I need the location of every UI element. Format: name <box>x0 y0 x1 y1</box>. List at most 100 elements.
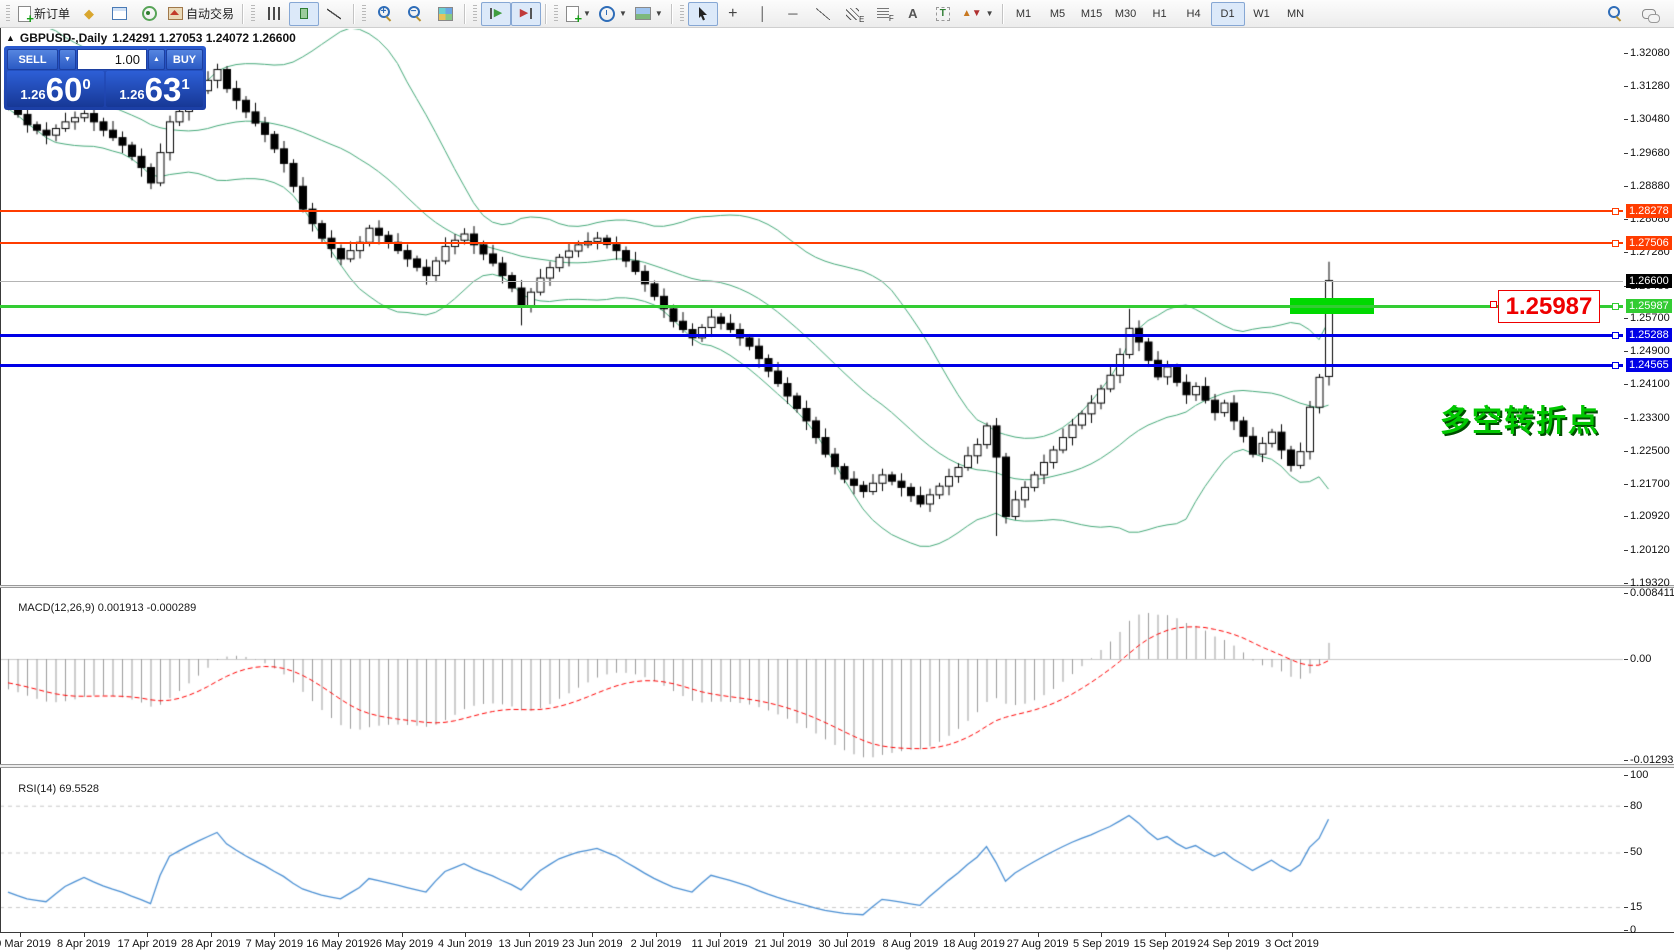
candlestick-chart-button[interactable] <box>289 2 319 26</box>
support-line-2-marker[interactable] <box>1612 362 1619 369</box>
date-tick <box>1292 933 1293 937</box>
date-axis-border <box>0 932 1674 933</box>
zoom-out-button[interactable]: − <box>400 2 430 26</box>
timeframe-h4-button[interactable]: H4 <box>1177 2 1211 26</box>
date-tick <box>402 933 403 937</box>
sell-button[interactable]: SELL <box>7 49 58 70</box>
date-tick <box>529 933 530 937</box>
panel-divider-rsi[interactable] <box>0 764 1674 768</box>
resistance-line-1-price-tag: 1.28278 <box>1626 204 1672 218</box>
volume-input[interactable]: 1.00 <box>77 49 147 70</box>
date-tick <box>20 933 21 937</box>
resistance-line-1[interactable] <box>0 210 1623 212</box>
price-tick-label: 1.22500 <box>1630 445 1670 457</box>
price-tick <box>1624 418 1628 419</box>
indicators-button[interactable]: ▼ <box>562 2 595 26</box>
tile-windows-button[interactable] <box>430 2 460 26</box>
callout-handle[interactable] <box>1490 301 1497 308</box>
price-callout-label[interactable]: 1.25987 <box>1498 290 1600 323</box>
signals-button[interactable] <box>134 2 164 26</box>
templates-button[interactable]: ▼ <box>631 2 667 26</box>
macd-value: 0.001913 <box>98 602 144 614</box>
signal-icon <box>142 6 157 21</box>
crosshair-button[interactable]: + <box>718 2 748 26</box>
toolbar-separator <box>353 4 354 24</box>
toolbar-grip <box>680 5 684 23</box>
chart-shift-icon: ▶ <box>520 8 532 19</box>
resistance-line-2[interactable] <box>0 242 1623 244</box>
date-tick <box>338 933 339 937</box>
zoom-in-button[interactable]: + <box>370 2 400 26</box>
text-label-button[interactable]: T <box>928 2 958 26</box>
buy-button[interactable]: BUY <box>166 49 203 70</box>
chart-canvas[interactable] <box>0 0 1674 952</box>
chart-shift-button[interactable]: ▶ <box>511 2 541 26</box>
fibonacci-button[interactable] <box>868 2 898 26</box>
toolbar-right <box>1600 2 1672 26</box>
current-price-tag: 1.26600 <box>1626 274 1672 288</box>
resistance-line-1-marker[interactable] <box>1612 208 1619 215</box>
support-line-1[interactable] <box>0 334 1623 337</box>
template-icon <box>635 7 651 20</box>
periods-button[interactable]: ▼ <box>595 2 631 26</box>
channel-icon <box>846 8 859 20</box>
buy-price-prefix: 1.26 <box>119 87 144 102</box>
timeframe-m15-button[interactable]: M15 <box>1075 2 1109 26</box>
timeframe-w1-button[interactable]: W1 <box>1245 2 1279 26</box>
search-button[interactable] <box>1600 2 1630 26</box>
timeframe-m30-button[interactable]: M30 <box>1109 2 1143 26</box>
trendline-button[interactable] <box>808 2 838 26</box>
price-tick <box>1624 351 1628 352</box>
turning-point-annotation[interactable]: 多空转折点 <box>1440 396 1600 440</box>
date-label: 28 Apr 2019 <box>181 938 240 950</box>
price-tick <box>1624 516 1628 517</box>
chat-button[interactable] <box>1634 2 1664 26</box>
timeframe-m1-button[interactable]: M1 <box>1007 2 1041 26</box>
timeframe-h1-button[interactable]: H1 <box>1143 2 1177 26</box>
sell-price-prefix: 1.26 <box>20 87 45 102</box>
data-window-button[interactable] <box>104 2 134 26</box>
cursor-button[interactable] <box>688 2 718 26</box>
volume-decrease-button[interactable]: ▼ <box>59 49 76 70</box>
equidistant-channel-button[interactable] <box>838 2 868 26</box>
one-click-trade-panel: SELL ▼ 1.00 ▲ BUY 1.26 60 0 1.26 63 1 <box>4 46 206 110</box>
auto-scroll-button[interactable]: ▶ <box>481 2 511 26</box>
timeframe-d1-button[interactable]: D1 <box>1211 2 1245 26</box>
support-line-2[interactable] <box>0 364 1623 367</box>
price-tick <box>1624 384 1628 385</box>
pivot-line-marker[interactable] <box>1612 303 1619 310</box>
timeframe-mn-button[interactable]: MN <box>1279 2 1313 26</box>
autotrading-button[interactable]: 自动交易 <box>164 2 238 26</box>
line-chart-button[interactable] <box>319 2 349 26</box>
date-tick <box>274 933 275 937</box>
collapse-panel-icon[interactable]: ▲ <box>6 33 15 43</box>
support-line-1-marker[interactable] <box>1612 332 1619 339</box>
market-watch-button[interactable]: ◆ <box>74 2 104 26</box>
arrows-button[interactable]: ▲▼ ▼ <box>958 2 998 26</box>
vertical-line-button[interactable]: │ <box>748 2 778 26</box>
date-label: 15 Sep 2019 <box>1134 938 1196 950</box>
horizontal-line-button[interactable]: ─ <box>778 2 808 26</box>
sell-price-display[interactable]: 1.26 60 0 <box>7 71 104 107</box>
arrows-icon: ▲▼ <box>962 9 982 19</box>
dropdown-arrow-icon: ▼ <box>655 9 663 18</box>
panel-divider-macd[interactable] <box>0 585 1674 588</box>
toolbar-grip <box>554 5 558 23</box>
new-order-button[interactable]: 新订单 <box>14 2 74 26</box>
dropdown-arrow-icon: ▼ <box>986 9 994 18</box>
autotrading-button-label: 自动交易 <box>186 5 234 22</box>
text-button[interactable]: A <box>898 2 928 26</box>
macd-tick <box>1624 659 1628 660</box>
bar-chart-button[interactable] <box>259 2 289 26</box>
price-tick-label: 1.32080 <box>1630 47 1670 59</box>
volume-increase-button[interactable]: ▲ <box>148 49 165 70</box>
pivot-line-price-tag: 1.25987 <box>1626 299 1672 313</box>
resistance-line-2-marker[interactable] <box>1612 240 1619 247</box>
support-line-2-price-tag: 1.24565 <box>1626 358 1672 372</box>
date-tick <box>720 933 721 937</box>
timeframe-m5-button[interactable]: M5 <box>1041 2 1075 26</box>
macd-tick-label: 0.008411 <box>1630 587 1674 599</box>
pivot-line[interactable] <box>0 305 1623 308</box>
date-tick <box>592 933 593 937</box>
buy-price-display[interactable]: 1.26 63 1 <box>106 71 203 107</box>
